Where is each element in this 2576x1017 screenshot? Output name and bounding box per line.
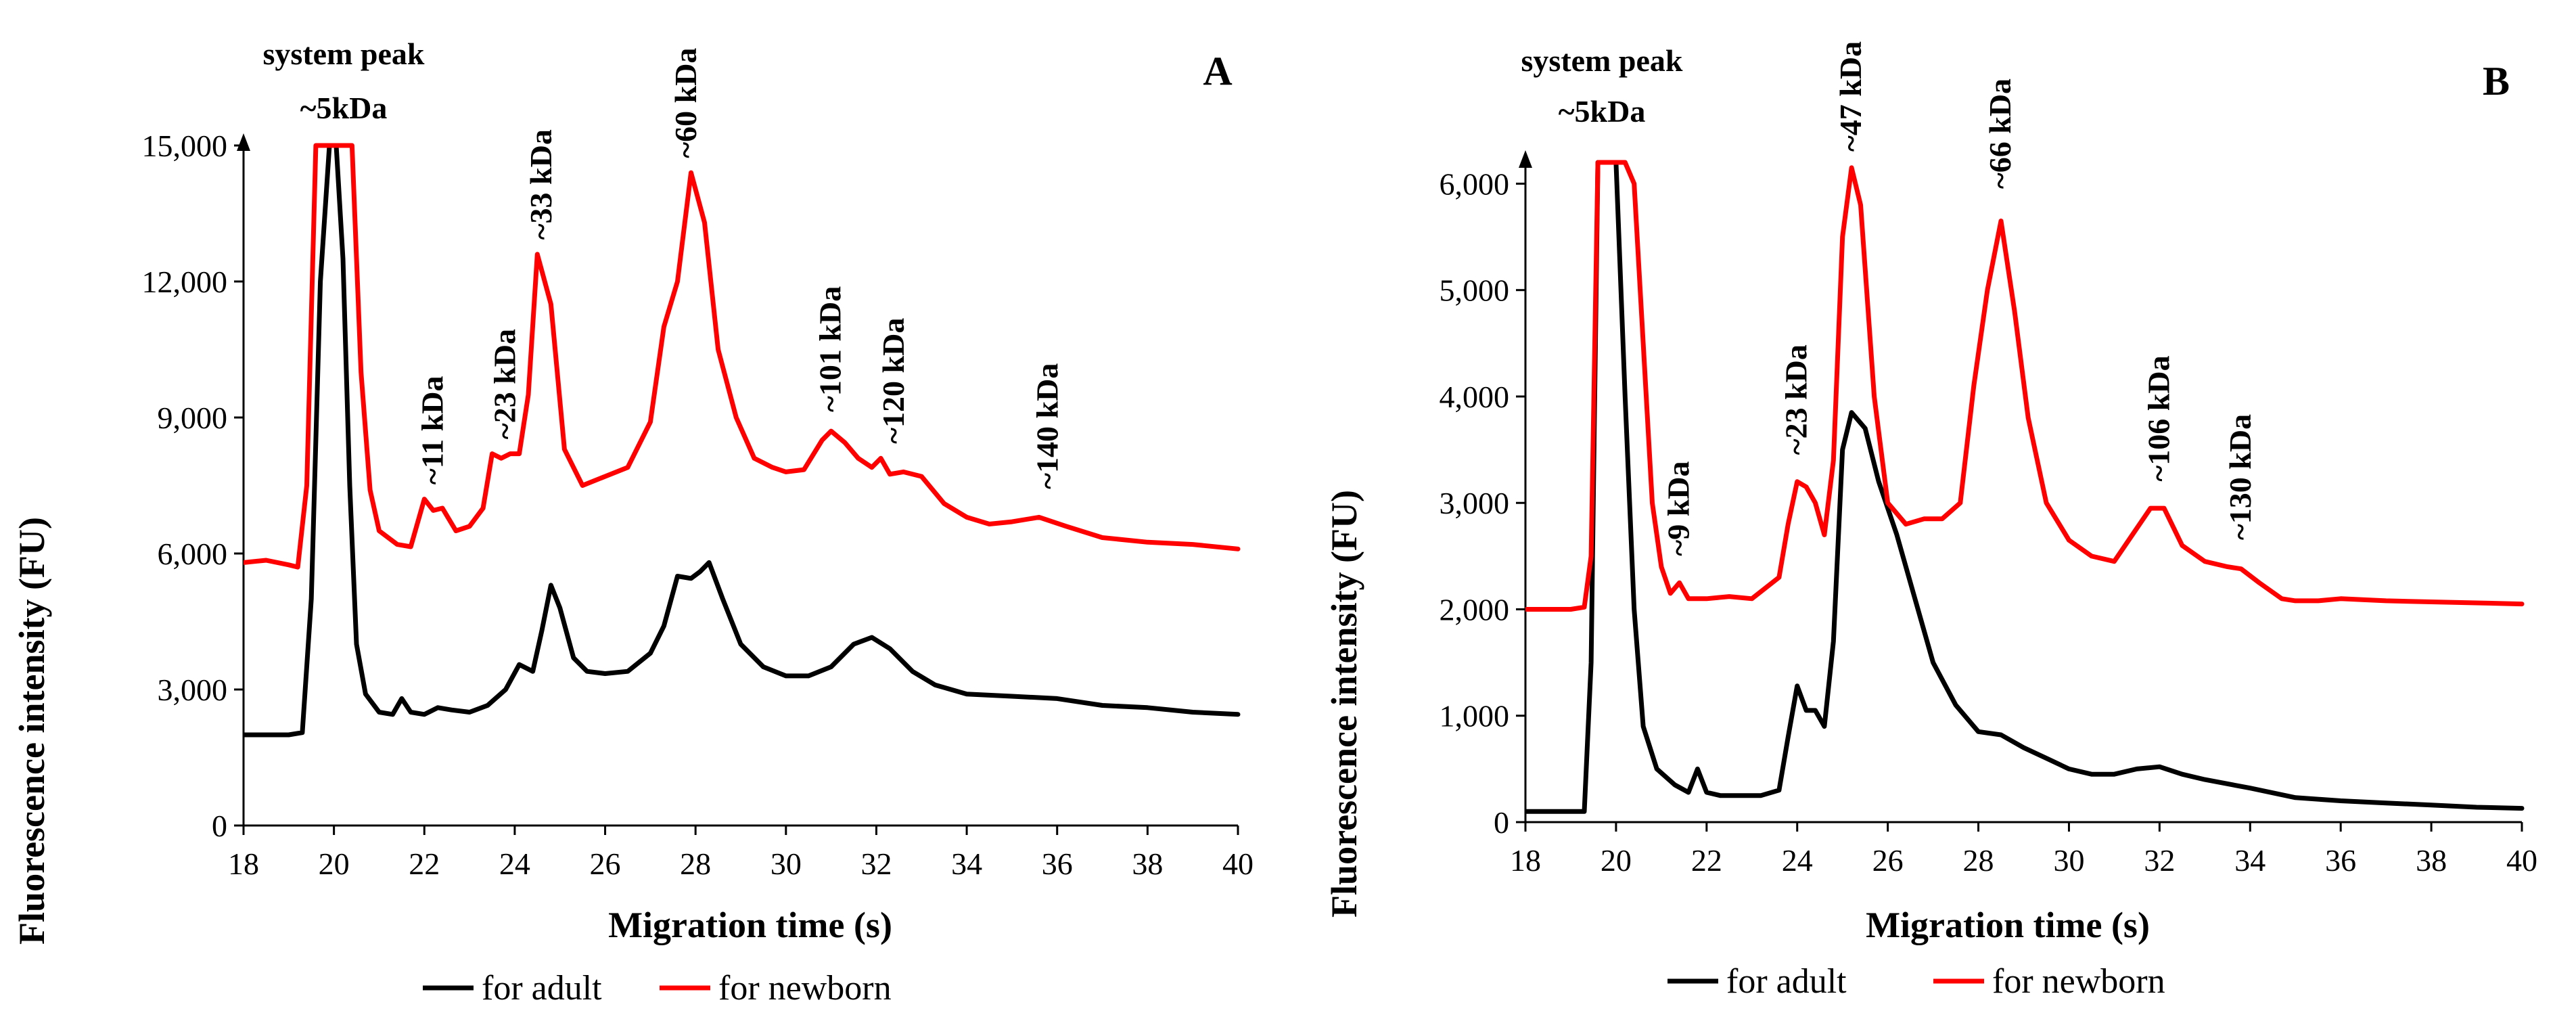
- x-tick-label: 36: [2325, 843, 2356, 878]
- peak-annotation: ~11 kDa: [415, 376, 450, 485]
- x-tick-label: 32: [2144, 843, 2175, 878]
- panel-a: Fluorescence intensity (FU) Migration ti…: [12, 37, 1254, 945]
- y-tick-label: 3,000: [158, 673, 228, 707]
- series-group: [244, 143, 1241, 738]
- x-tick-label: 34: [951, 846, 982, 881]
- peak-annotation: ~23 kDa: [488, 329, 522, 439]
- y-tick-label: 0: [1494, 805, 1509, 840]
- peak-annotation: ~120 kDa: [876, 318, 911, 444]
- y-axis-title: Fluorescence intensity (FU): [1324, 490, 1364, 918]
- panel-letter: A: [1203, 49, 1232, 93]
- y-axis-title: Fluorescence intensity (FU): [12, 517, 52, 945]
- peak-annotation: ~47 kDa: [1833, 41, 1868, 152]
- peak-annotation: ~9 kDa: [1661, 461, 1696, 556]
- system-peak-size: ~5kDa: [300, 91, 388, 125]
- x-tick-label: 26: [1872, 843, 1904, 878]
- y-tick-label: 15,000: [142, 129, 228, 163]
- series-group: [1525, 160, 2525, 814]
- x-tick-label: 24: [499, 846, 530, 881]
- x-tick-label: 28: [1963, 843, 1994, 878]
- x-tick-label: 30: [2053, 843, 2084, 878]
- x-tick-label: 32: [860, 846, 892, 881]
- peak-annotation: ~106 kDa: [2141, 355, 2176, 481]
- y-tick-label: 5,000: [1440, 273, 1510, 308]
- series-line-adult: [244, 143, 1241, 738]
- x-axis-title: Migration time (s): [1866, 905, 2150, 945]
- system-peak-label: system peak: [1521, 43, 1683, 78]
- x-tick-label: 38: [1132, 846, 1163, 881]
- y-tick-label: 0: [212, 809, 227, 843]
- series-line-newborn: [1525, 160, 2525, 612]
- legend-label-adult: for adult: [482, 969, 602, 1008]
- y-axis-arrow: [1519, 150, 1532, 168]
- system-peak-label: system peak: [263, 37, 425, 71]
- y-tick-label: 1,000: [1440, 699, 1510, 733]
- legend-label-newborn: for newborn: [1992, 962, 2165, 1001]
- x-tick-label: 22: [409, 846, 440, 881]
- peak-annotation: ~60 kDa: [668, 48, 703, 158]
- x-tick-label: 26: [590, 846, 621, 881]
- panel-letter: B: [2483, 59, 2510, 104]
- legend: for adult for newborn: [1668, 962, 2165, 1001]
- x-tick-label: 18: [228, 846, 259, 881]
- y-tick-label: 3,000: [1440, 486, 1510, 520]
- x-tick-label: 30: [770, 846, 802, 881]
- peak-annotation: ~66 kDa: [1983, 78, 2017, 189]
- y-tick-label: 6,000: [158, 537, 228, 571]
- peak-annotation: ~101 kDa: [813, 286, 848, 412]
- peak-annotation: ~23 kDa: [1779, 344, 1814, 455]
- y-tick-label: 4,000: [1440, 380, 1510, 414]
- series-line-newborn: [244, 143, 1241, 570]
- x-tick-label: 40: [2506, 843, 2537, 878]
- legend-label-adult: for adult: [1726, 962, 1847, 1001]
- y-axis-arrow: [237, 133, 250, 151]
- y-tick-label: 6,000: [1440, 166, 1510, 201]
- peak-annotation: ~130 kDa: [2223, 414, 2257, 540]
- y-tick-label: 2,000: [1440, 592, 1510, 627]
- y-tick-label: 9,000: [158, 401, 228, 435]
- legend-label-newborn: for newborn: [718, 969, 892, 1008]
- system-peak-size: ~5kDa: [1559, 94, 1646, 129]
- x-tick-label: 24: [1782, 843, 1813, 878]
- x-tick-label: 38: [2416, 843, 2447, 878]
- peak-annotation: ~33 kDa: [524, 129, 558, 240]
- x-axis-title: Migration time (s): [608, 905, 892, 945]
- panel-b: Fluorescence intensity (FU) Migration ti…: [1324, 41, 2537, 945]
- x-tick-label: 34: [2234, 843, 2266, 878]
- x-tick-label: 20: [319, 846, 350, 881]
- x-tick-label: 20: [1601, 843, 1632, 878]
- series-line-adult: [1525, 160, 2525, 814]
- x-tick-label: 36: [1042, 846, 1073, 881]
- legend: for adult for newborn: [423, 969, 892, 1008]
- x-tick-label: 22: [1691, 843, 1722, 878]
- x-tick-label: 28: [680, 846, 711, 881]
- x-tick-label: 18: [1510, 843, 1541, 878]
- x-tick-label: 40: [1222, 846, 1254, 881]
- y-tick-label: 12,000: [142, 265, 228, 299]
- peak-annotation: ~140 kDa: [1030, 363, 1064, 489]
